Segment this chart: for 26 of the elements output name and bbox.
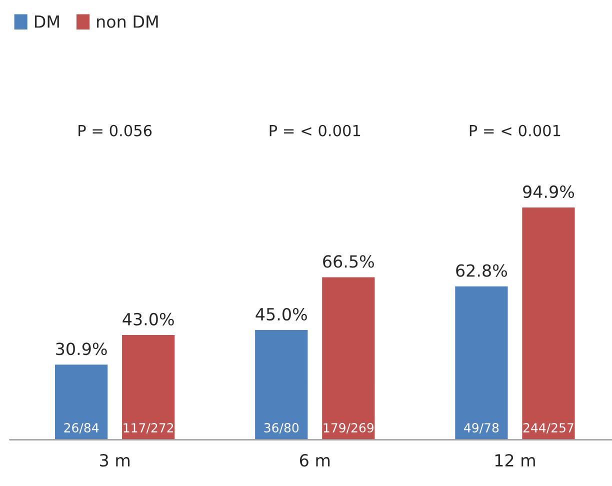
- annotation: 36/80: [264, 423, 299, 434]
- annotation: 179/269: [324, 423, 374, 434]
- bar: [454, 284, 510, 440]
- annotation: 26/84: [64, 423, 99, 434]
- bar: [120, 334, 176, 440]
- data-label: 43.0%: [122, 312, 174, 326]
- data-label: 66.5%: [323, 255, 374, 268]
- x-tick-label: 6 m: [300, 454, 330, 467]
- data-label: 45.0%: [256, 308, 307, 321]
- text: P = < 0.001: [470, 124, 560, 136]
- legend-label: non DM: [97, 16, 158, 28]
- bar: [254, 328, 310, 440]
- bar: [320, 276, 376, 440]
- text: P = 0.056: [78, 124, 152, 136]
- data-label: 62.8%: [456, 264, 508, 277]
- x-tick-label: 3 m: [100, 454, 130, 467]
- annotation: 244/257: [523, 423, 574, 434]
- data-label: 30.9%: [56, 342, 107, 356]
- annotation: 117/272: [124, 423, 174, 434]
- bar: [54, 363, 110, 440]
- text: P = < 0.001: [270, 124, 360, 136]
- data-label: 94.9%: [523, 185, 574, 198]
- legend-label: DM: [34, 16, 59, 28]
- x-tick-label: 12 m: [495, 454, 535, 466]
- bar: [520, 206, 576, 440]
- annotation: 49/78: [464, 423, 499, 434]
